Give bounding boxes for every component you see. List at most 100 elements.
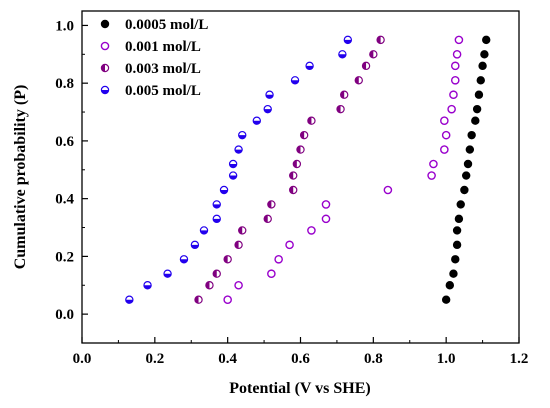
y-tick-label: 0.8	[55, 76, 74, 92]
data-point	[263, 104, 272, 114]
data-point	[456, 200, 465, 209]
series-1	[441, 35, 491, 304]
series-4	[125, 35, 353, 304]
y-tick-label: 0.6	[55, 134, 74, 150]
data-point	[474, 90, 484, 99]
data-point	[376, 35, 385, 45]
data-point	[267, 200, 276, 209]
data-point	[449, 90, 458, 100]
legend-marker	[100, 63, 110, 73]
legend-label: 0.003 mol/L	[125, 61, 201, 77]
data-point	[369, 50, 378, 59]
data-point	[441, 295, 451, 304]
data-point	[321, 214, 331, 224]
data-point	[450, 75, 460, 85]
data-point	[321, 200, 331, 209]
x-tick-label: 0.4	[218, 351, 237, 367]
data-point	[480, 50, 489, 59]
data-point	[454, 35, 464, 45]
data-point	[307, 116, 316, 125]
data-point	[223, 255, 232, 264]
y-tick-label: 0.0	[55, 307, 74, 323]
x-tick-label: 0.6	[291, 351, 310, 367]
data-point	[440, 145, 449, 154]
y-axis-title: Cumulative probability (P)	[12, 85, 29, 270]
data-point	[452, 226, 462, 235]
y-tick-label: 1.0	[55, 18, 74, 34]
x-tick-label: 1.2	[510, 351, 529, 367]
data-point	[338, 50, 347, 59]
data-point	[194, 295, 203, 304]
data-point	[460, 185, 469, 195]
data-point	[219, 185, 229, 195]
data-point	[212, 200, 221, 209]
legend-label: 0.005 mol/L	[125, 83, 201, 99]
data-point	[290, 76, 300, 85]
data-point	[299, 130, 309, 140]
data-point	[472, 104, 482, 114]
x-tick-label: 1.0	[437, 351, 456, 367]
data-point	[482, 35, 491, 45]
data-point	[465, 145, 475, 154]
legend-marker	[100, 85, 110, 95]
data-point	[267, 269, 276, 279]
data-point	[228, 171, 238, 180]
data-point	[190, 240, 200, 250]
x-tick-label: 0.2	[145, 351, 164, 367]
data-points	[125, 35, 491, 304]
data-point	[292, 159, 302, 169]
data-point	[354, 76, 363, 85]
data-point	[234, 280, 243, 290]
data-point	[467, 130, 476, 140]
data-point	[125, 295, 134, 304]
y-tick-label: 0.4	[55, 192, 74, 208]
x-axis-title: Potential (V vs SHE)	[229, 380, 370, 397]
data-point	[205, 281, 214, 290]
data-point	[447, 104, 456, 114]
data-point	[212, 214, 221, 224]
data-point	[179, 255, 189, 264]
data-point	[163, 269, 172, 278]
data-point	[305, 61, 314, 71]
data-point	[340, 90, 349, 99]
data-point	[461, 171, 471, 180]
data-point	[445, 281, 455, 290]
data-point	[440, 116, 449, 126]
series-3	[194, 35, 385, 304]
legend-marker	[100, 41, 110, 51]
data-point	[336, 104, 345, 114]
data-point	[463, 159, 473, 169]
data-point	[343, 35, 353, 45]
legend-label: 0.001 mol/L	[125, 39, 201, 55]
y-tick-label: 0.2	[55, 249, 74, 265]
legend: 0.0005 mol/L 0.001 mol/L 0.003 mol/L 0.005 …	[100, 17, 208, 99]
data-point	[199, 226, 209, 235]
data-point	[234, 240, 243, 250]
data-point	[263, 214, 272, 224]
data-point	[476, 76, 485, 85]
data-point	[223, 295, 232, 304]
data-point	[252, 116, 261, 125]
legend-marker	[100, 19, 110, 29]
data-point	[307, 226, 316, 235]
y-axis-ticks: 0.0 0.2 0.4 0.6 0.8 1.0	[55, 18, 88, 323]
data-point	[441, 130, 451, 140]
data-point	[238, 130, 247, 140]
data-point	[383, 185, 393, 195]
data-point	[471, 116, 480, 125]
data-point	[450, 61, 460, 71]
data-point	[265, 90, 274, 99]
x-tick-label: 0.8	[364, 351, 383, 367]
data-point	[289, 171, 298, 180]
data-point	[361, 61, 371, 71]
legend-label: 0.0005 mol/L	[125, 17, 208, 33]
data-point	[449, 269, 458, 278]
data-point	[451, 255, 460, 264]
x-axis-ticks: 0.0 0.2 0.4 0.6 0.8 1.0 1.2	[73, 337, 529, 367]
data-point	[296, 145, 305, 154]
data-point	[429, 159, 438, 169]
data-point	[427, 171, 436, 180]
series-2	[223, 35, 464, 304]
data-point	[452, 240, 462, 250]
x-tick-label: 0.0	[73, 351, 92, 367]
